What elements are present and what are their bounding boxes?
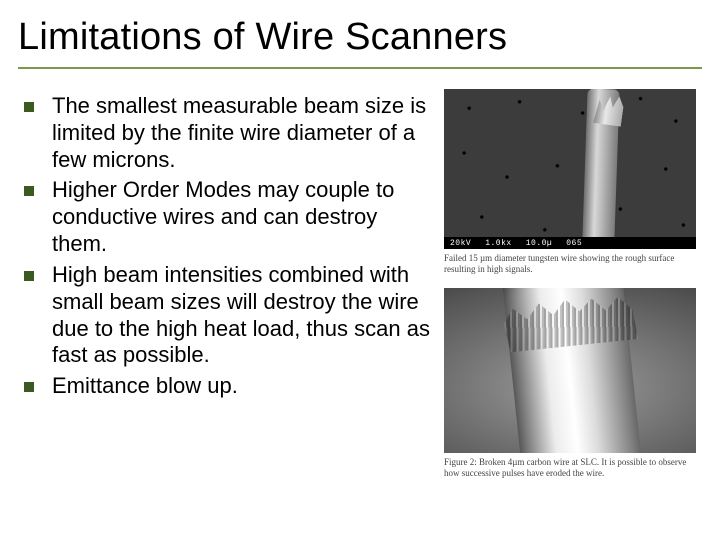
figure-1-caption: Failed 15 µm diameter tungsten wire show… bbox=[444, 253, 696, 276]
bullet-text: Emittance blow up. bbox=[52, 373, 238, 400]
sem-info-bar: 20kV 1.0kx 10.0µ 065 bbox=[444, 237, 696, 249]
figure-1: 20kV 1.0kx 10.0µ 065 Failed 15 µm diamet… bbox=[444, 89, 702, 276]
slide: Limitations of Wire Scanners The smalles… bbox=[0, 0, 720, 540]
sem-image-1: 20kV 1.0kx 10.0µ 065 bbox=[444, 89, 696, 249]
bullet-text: High beam intensities combined with smal… bbox=[52, 262, 438, 369]
bullet-text: Higher Order Modes may couple to conduct… bbox=[52, 177, 438, 257]
content-row: The smallest measurable beam size is lim… bbox=[18, 93, 702, 479]
square-bullet-icon bbox=[24, 382, 34, 392]
square-bullet-icon bbox=[24, 186, 34, 196]
bullet-item: Emittance blow up. bbox=[18, 373, 438, 400]
sem-kv: 20kV bbox=[450, 239, 471, 248]
bullet-item: The smallest measurable beam size is lim… bbox=[18, 93, 438, 173]
sem-image-2 bbox=[444, 288, 696, 453]
figure-2: Figure 2: Broken 4µm carbon wire at SLC.… bbox=[444, 288, 702, 480]
square-bullet-icon bbox=[24, 271, 34, 281]
bullet-item: Higher Order Modes may couple to conduct… bbox=[18, 177, 438, 257]
bullet-item: High beam intensities combined with smal… bbox=[18, 262, 438, 369]
bullet-text: The smallest measurable beam size is lim… bbox=[52, 93, 438, 173]
bullet-list: The smallest measurable beam size is lim… bbox=[18, 93, 438, 479]
slide-title: Limitations of Wire Scanners bbox=[18, 16, 702, 59]
sem-background-texture bbox=[444, 89, 696, 249]
figure-2-caption: Figure 2: Broken 4µm carbon wire at SLC.… bbox=[444, 457, 696, 480]
sem-id: 065 bbox=[566, 239, 582, 248]
figures-column: 20kV 1.0kx 10.0µ 065 Failed 15 µm diamet… bbox=[438, 89, 702, 479]
square-bullet-icon bbox=[24, 102, 34, 112]
sem-magnification: 1.0kx bbox=[485, 239, 512, 248]
sem-scale: 10.0µ bbox=[526, 239, 553, 248]
title-underline: Limitations of Wire Scanners bbox=[18, 10, 702, 69]
